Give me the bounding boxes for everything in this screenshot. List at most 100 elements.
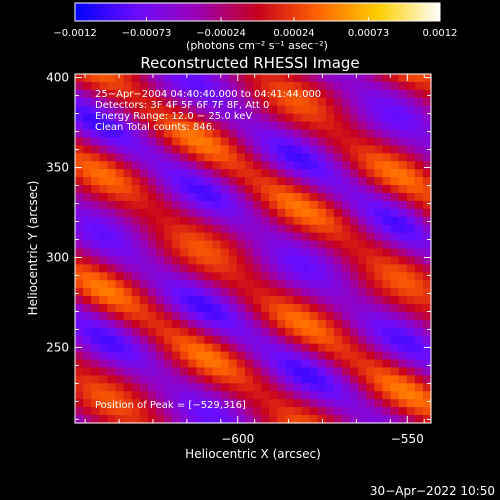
- heatmap-cell: [277, 327, 286, 337]
- heatmap-cell: [366, 224, 375, 234]
- heatmap-cell: [180, 351, 189, 361]
- heatmap-cell: [115, 407, 125, 416]
- heatmap-cell: [123, 121, 133, 131]
- heatmap-cell: [123, 192, 133, 202]
- heatmap-cell: [83, 415, 92, 424]
- heatmap-cell: [139, 319, 149, 329]
- heatmap-cell: [164, 74, 173, 83]
- heatmap-cell: [188, 383, 197, 392]
- heatmap-cell: [139, 177, 149, 186]
- heatmap-cell: [350, 256, 359, 265]
- heatmap-cell: [358, 272, 367, 281]
- heatmap-cell: [236, 256, 246, 265]
- heatmap-cell: [261, 304, 270, 313]
- heatmap-cell: [220, 192, 230, 202]
- heatmap-cell: [196, 129, 206, 139]
- heatmap-cell: [309, 208, 319, 218]
- heatmap-cell: [317, 391, 327, 400]
- heatmap-cell: [172, 407, 181, 416]
- heatmap-cell: [342, 375, 351, 384]
- heatmap-cell: [236, 351, 246, 361]
- heatmap-cell: [147, 153, 157, 162]
- heatmap-cell: [342, 216, 351, 226]
- heatmap-cell: [123, 375, 133, 384]
- heatmap-cell: [75, 311, 84, 321]
- heatmap-cell: [406, 304, 416, 313]
- heatmap-cell: [342, 319, 351, 329]
- heatmap-cell: [196, 81, 206, 91]
- heatmap-cell: [382, 335, 392, 345]
- heatmap-cell: [422, 311, 432, 321]
- heatmap-cell: [358, 216, 367, 226]
- heatmap-cell: [244, 280, 254, 289]
- heatmap-cell: [342, 272, 351, 281]
- heatmap-cell: [350, 129, 359, 139]
- heatmap-cell: [75, 153, 84, 162]
- heatmap-cell: [285, 311, 295, 321]
- heatmap-cell: [317, 335, 327, 345]
- heatmap-cell: [309, 327, 319, 337]
- heatmap-cell: [228, 153, 238, 162]
- heatmap-cell: [382, 89, 392, 99]
- heatmap-cell: [253, 335, 262, 345]
- heatmap-cell: [301, 383, 311, 392]
- heatmap-cell: [236, 113, 246, 123]
- heatmap-cell: [212, 161, 222, 170]
- heatmap-cell: [236, 89, 246, 99]
- chart-title: Reconstructed RHESSI Image: [140, 54, 359, 72]
- heatmap-cell: [123, 367, 133, 377]
- heatmap-cell: [382, 105, 392, 115]
- heatmap-cell: [139, 81, 149, 91]
- heatmap-cell: [83, 280, 92, 289]
- heatmap-cell: [139, 391, 149, 400]
- heatmap-cell: [123, 81, 133, 91]
- heatmap-cell: [196, 208, 206, 218]
- heatmap-cell: [382, 169, 392, 178]
- heatmap-cell: [358, 224, 367, 234]
- heatmap-cell: [325, 327, 335, 337]
- heatmap-cell: [172, 240, 181, 250]
- heatmap-cell: [212, 129, 222, 139]
- heatmap-cell: [390, 343, 400, 353]
- heatmap-cell: [285, 415, 295, 424]
- heatmap-cell: [244, 256, 254, 265]
- heatmap-cell: [99, 89, 108, 99]
- heatmap-cell: [269, 367, 278, 377]
- heatmap-cell: [269, 264, 278, 273]
- heatmap-cell: [261, 145, 270, 154]
- heatmap-cell: [406, 129, 416, 139]
- heatmap-cell: [301, 304, 311, 313]
- heatmap-cell: [244, 97, 254, 107]
- heatmap-cell: [155, 272, 165, 281]
- heatmap-cell: [212, 208, 222, 218]
- heatmap-cell: [83, 296, 92, 305]
- heatmap-cell: [269, 383, 278, 392]
- heatmap-cell: [422, 121, 432, 131]
- heatmap-cell: [131, 399, 141, 408]
- heatmap-cell: [196, 304, 206, 313]
- heatmap-cell: [131, 81, 141, 91]
- heatmap-cell: [277, 399, 286, 408]
- heatmap-cell: [253, 185, 262, 194]
- heatmap-cell: [228, 272, 238, 281]
- heatmap-cell: [309, 359, 319, 369]
- heatmap-cell: [374, 97, 384, 107]
- heatmap-cell: [350, 113, 359, 123]
- heatmap-cell: [342, 113, 351, 123]
- heatmap-cell: [333, 256, 343, 265]
- heatmap-cell: [422, 280, 432, 289]
- heatmap-cell: [366, 256, 375, 265]
- heatmap-cell: [333, 272, 343, 281]
- heatmap-cell: [123, 153, 133, 162]
- heatmap-cell: [155, 256, 165, 265]
- heatmap-cell: [333, 153, 343, 162]
- heatmap-cell: [398, 177, 408, 186]
- heatmap-cell: [342, 169, 351, 178]
- heatmap-cell: [228, 105, 238, 115]
- heatmap-cell: [390, 248, 400, 258]
- heatmap-cell: [293, 97, 303, 107]
- heatmap-cell: [374, 169, 384, 178]
- heatmap-cell: [147, 224, 157, 234]
- heatmap-cell: [107, 327, 117, 337]
- heatmap-cell: [285, 169, 295, 178]
